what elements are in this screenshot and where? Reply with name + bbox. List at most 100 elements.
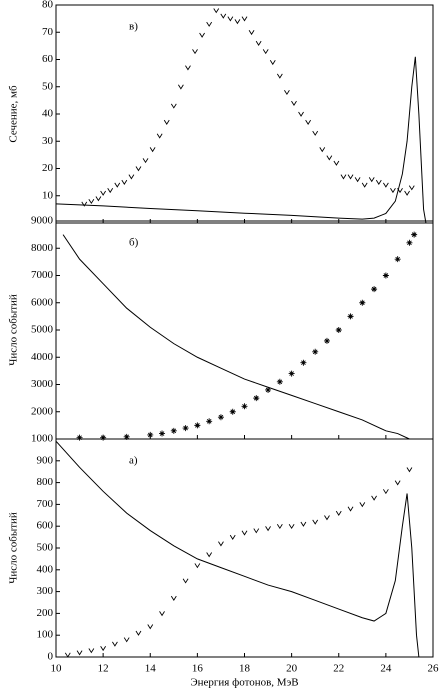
data-point [159, 611, 165, 617]
data-point [371, 495, 377, 501]
data-point [241, 16, 248, 22]
data-point [147, 624, 154, 630]
data-point [163, 119, 170, 126]
data-point [206, 552, 213, 558]
x-tick-label: 20 [286, 663, 298, 675]
data-point [300, 521, 307, 527]
panel-label: в) [129, 21, 138, 33]
data-point [114, 182, 121, 188]
y-tick-label: 70 [42, 26, 54, 38]
x-axis-label: Энергия фотонов, МэВ [190, 677, 298, 689]
y-tick-label: 900 [37, 454, 54, 466]
y-tick-label: 30 [42, 135, 54, 147]
data-point [170, 103, 177, 109]
data-point [213, 8, 220, 14]
x-tick-label: 22 [333, 663, 344, 675]
data-point [284, 89, 290, 96]
data-point [312, 519, 319, 525]
y-tick-label: 300 [37, 585, 54, 597]
y-tick-label: 60 [42, 53, 54, 65]
y-tick-label: 50 [42, 80, 54, 92]
data-point [371, 286, 378, 293]
data-point [112, 641, 118, 647]
x-tick-label: 10 [51, 663, 63, 675]
data-point [177, 84, 184, 90]
plot-frame [55, 4, 434, 224]
data-point [147, 431, 154, 438]
data-point [156, 133, 163, 139]
data-point [288, 523, 295, 530]
data-point [217, 414, 224, 421]
data-point [406, 467, 413, 473]
data-point [100, 646, 107, 652]
data-point [262, 49, 269, 55]
data-point [241, 403, 248, 410]
data-point [312, 348, 319, 355]
data-point [123, 637, 130, 643]
y-tick-label: 3000 [31, 378, 54, 390]
data-point [300, 359, 307, 366]
y-tick-label: 100 [37, 629, 54, 641]
y-tick-label: 200 [37, 607, 54, 619]
data-point [88, 648, 95, 654]
x-tick-label: 12 [98, 663, 109, 675]
y-tick-label: 5000 [31, 324, 54, 336]
data-point [340, 174, 347, 180]
data-point [192, 49, 198, 55]
data-point [359, 299, 366, 306]
data-point [100, 434, 107, 441]
data-point [406, 239, 413, 246]
y-tick-label: 1000 [31, 433, 54, 445]
data-point [100, 190, 107, 196]
x-tick-label: 24 [380, 663, 392, 675]
y-tick-label: 9000 [31, 215, 54, 227]
data-line [55, 56, 427, 224]
y-axis-label: Сечение, мб [8, 85, 20, 143]
plot-frame [55, 438, 434, 658]
data-point [323, 337, 330, 344]
data-point [335, 327, 342, 333]
data-point [248, 30, 255, 36]
data-point [253, 395, 260, 402]
y-tick-label: 40 [42, 108, 54, 120]
data-point [265, 386, 272, 393]
data-point [227, 16, 234, 22]
data-point [253, 528, 260, 534]
data-point [347, 174, 354, 180]
data-point [333, 160, 340, 166]
data-line [55, 440, 420, 658]
data-point [312, 130, 319, 136]
data-point [382, 489, 389, 495]
data-point [229, 408, 236, 415]
data-point [382, 182, 389, 188]
data-point [182, 578, 189, 584]
data-point [220, 13, 227, 19]
y-tick-label: 500 [37, 542, 54, 554]
data-point [347, 506, 354, 512]
data-point [229, 534, 236, 540]
data-point [170, 595, 177, 601]
data-point [288, 370, 295, 377]
data-point [182, 425, 189, 432]
data-point [241, 530, 248, 536]
panel-label: а) [129, 455, 138, 467]
data-point [95, 196, 102, 202]
data-point [199, 32, 205, 38]
y-tick-label: 800 [37, 476, 54, 488]
data-point [123, 433, 130, 440]
x-tick-label: 16 [192, 663, 204, 675]
data-point [194, 422, 201, 429]
data-point [404, 190, 410, 196]
data-point [354, 177, 361, 183]
data-point [375, 179, 382, 185]
data-point [128, 174, 135, 180]
data-point [305, 119, 312, 126]
x-tick-label: 26 [428, 663, 440, 675]
data-point [382, 272, 389, 279]
y-axis-label: Число событий [8, 294, 20, 366]
data-point [64, 652, 71, 658]
y-tick-label: 6000 [31, 296, 54, 308]
data-point [411, 231, 418, 238]
data-point [390, 188, 396, 194]
data-point [107, 188, 114, 194]
